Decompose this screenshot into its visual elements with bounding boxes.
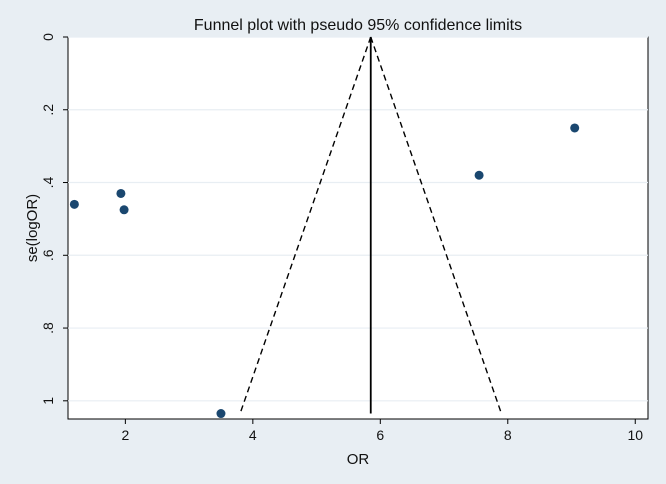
x-axis: 2 4 6 8 10 [121, 419, 643, 443]
plot-area [67, 36, 649, 420]
x-tick-label: 6 [376, 427, 384, 443]
y-tick-label: 0 [40, 33, 56, 41]
upper-confidence-limit [370, 36, 503, 414]
study-point [119, 205, 129, 215]
study-point [216, 409, 226, 419]
x-axis-label: OR [347, 451, 370, 468]
y-tick-label: .8 [40, 322, 56, 334]
y-tick-label: 1 [40, 397, 56, 405]
plot-marks [69, 36, 580, 419]
gridlines [68, 36, 648, 402]
x-tick-label: 10 [627, 427, 643, 443]
x-tick-label: 4 [249, 427, 257, 443]
y-axis: 0 .2 .4 .6 .8 1 [40, 33, 68, 405]
study-point [69, 199, 79, 209]
lower-confidence-limit [239, 36, 372, 414]
study-point [116, 188, 126, 198]
y-tick-label: .2 [40, 104, 56, 116]
y-tick-label: .6 [40, 249, 56, 261]
study-point [570, 123, 580, 133]
chart-title: Funnel plot with pseudo 95% confidence l… [194, 17, 522, 34]
x-tick-label: 8 [504, 427, 512, 443]
y-tick-label: .4 [40, 176, 56, 188]
y-axis-label: se(logOR) [24, 194, 41, 262]
study-point [474, 170, 484, 180]
x-tick-label: 2 [121, 427, 129, 443]
